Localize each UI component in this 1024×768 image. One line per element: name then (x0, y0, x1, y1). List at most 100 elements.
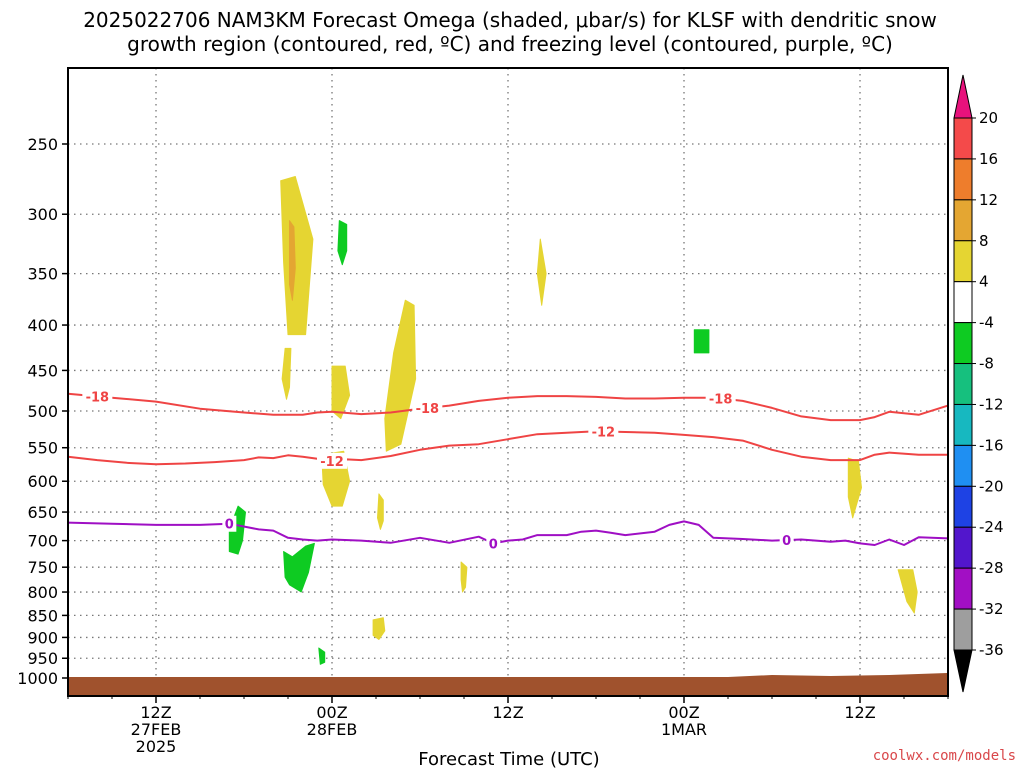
colorbar-label-4: 4 (979, 273, 989, 291)
y-tick-label-950: 950 (27, 649, 58, 668)
contour-label-bg--18-0 (82, 388, 113, 405)
omega-region-upper-yellow (280, 176, 314, 336)
ground-terrain-ridge (728, 673, 947, 680)
colorbar-label-2: 12 (979, 191, 998, 209)
contour-label-bg--18-1 (412, 399, 443, 416)
contour-label--12-1: -12 (592, 425, 616, 440)
contour-label-bg--12-0 (317, 452, 347, 469)
x-tick-label-2-0: 12Z (492, 703, 523, 722)
contour-line--12 (67, 430, 948, 466)
contour-line-0 (67, 520, 949, 546)
colorbar-bin-2 (953, 199, 973, 242)
omega-region-yellow-780 (460, 561, 468, 593)
colorbar-top-triangle (953, 74, 973, 119)
colorbar-bin-3 (953, 240, 973, 283)
omega-region-green-950 (318, 647, 326, 665)
omega-region-upper-orange (289, 220, 296, 301)
ground-layer (69, 673, 947, 695)
contour-line--18 (67, 392, 949, 422)
omega-region-upper-green (337, 220, 348, 266)
colorbar-label-0: 20 (979, 109, 998, 127)
y-tick-label-700: 700 (27, 532, 58, 551)
grid-layer (68, 68, 948, 696)
colorbar-bottom-triangle (953, 649, 973, 693)
colorbar-bin-7 (953, 403, 973, 446)
colorbar-bin-12 (953, 608, 973, 651)
y-tick-label-250: 250 (27, 135, 58, 154)
y-tick-label-600: 600 (27, 472, 58, 491)
ground-terrain (69, 677, 947, 695)
colorbar-bin-6 (953, 363, 973, 405)
colorbar-label-7: -12 (979, 395, 1004, 413)
colorbar-label-6: -8 (979, 355, 994, 373)
y-tick-label-800: 800 (27, 583, 58, 602)
y-axis: 250 300 350 400 450 500 550 600 650 700 750 800 850 9… (17, 135, 68, 688)
y-tick-label-400: 400 (27, 316, 58, 335)
y-tick-label-450: 450 (27, 361, 58, 380)
y-tick-label-500: 500 (27, 402, 58, 421)
colorbar-label-11: -28 (979, 559, 1004, 577)
colorbar-bin-10 (953, 526, 973, 569)
contour-label-bg-0-2 (779, 532, 794, 549)
contour-label-0-2: 0 (782, 534, 791, 549)
x-tick-label-0-1: 27FEB (131, 720, 182, 739)
x-tick-label-0-0: 12Z (140, 703, 171, 722)
y-tick-label-550: 550 (27, 439, 58, 458)
colorbar-label-10: -24 (979, 518, 1004, 536)
colorbar-bin-1 (953, 158, 973, 201)
omega-region-mid-yellow-small (331, 365, 351, 420)
x-tick-label-4-0: 12Z (844, 703, 875, 722)
x-tick-label-1-0: 00Z (316, 703, 347, 722)
omega-region-yellow-650 (377, 493, 384, 530)
colorbar-bin-5 (953, 322, 973, 365)
colorbar-bin-4 (953, 281, 973, 324)
colorbar-label-9: -20 (979, 477, 1004, 495)
contour-label-bg--12-1 (588, 423, 619, 440)
contour-label--18-2: -18 (709, 392, 733, 407)
omega-region-right-green (693, 329, 710, 354)
contour-label-bg-0-1 (486, 535, 501, 552)
x-tick-label-0-2: 2025 (136, 737, 177, 756)
y-tick-label-300: 300 (27, 205, 58, 224)
colorbar-bin-0 (953, 117, 973, 160)
credit-text: coolwx.com/models (873, 748, 1016, 764)
colorbar-label-13: -36 (979, 641, 1004, 659)
x-tick-label-3-0: 00Z (668, 703, 699, 722)
chart-title-line-1: 2025022706 NAM3KM Forecast Omega (shaded… (83, 8, 937, 32)
omega-region-upper-right-yellow (536, 238, 547, 306)
y-tick-label-900: 900 (27, 628, 58, 647)
contour-label--18-0: -18 (86, 390, 110, 405)
omega-region-yellow-800-right (897, 569, 918, 614)
x-axis-label: Forecast Time (UTC) (418, 749, 599, 768)
contour-label--12-0: -12 (320, 455, 344, 470)
omega-region-green-700-left (228, 505, 246, 555)
colorbar-label-12: -32 (979, 600, 1004, 618)
omega-region-left-yellow (281, 347, 292, 400)
y-tick-label-1000: 1000 (17, 669, 58, 688)
contour-label--18-1: -18 (416, 402, 440, 417)
colorbar-bin-8 (953, 444, 973, 487)
contour-label-bg-0-0 (222, 515, 237, 532)
omega-region-yellow-880 (372, 617, 386, 640)
colorbar-bin-9 (953, 485, 973, 528)
y-tick-label-350: 350 (27, 265, 58, 284)
colorbar-label-8: -16 (979, 436, 1004, 454)
colorbar-bin-11 (953, 567, 973, 610)
colorbar-label-3: 8 (979, 232, 989, 250)
y-tick-label-650: 650 (27, 503, 58, 522)
x-tick-label-1-1: 28FEB (307, 720, 358, 739)
chart-title-line-2: growth region (contoured, red, ºC) and f… (127, 32, 893, 56)
contour-label-0-0: 0 (225, 518, 234, 533)
contour-label-bg--18-2 (705, 390, 736, 407)
omega-shading-layer (228, 176, 918, 665)
contour-layer: -18 -18 -18 -12 -12 0 0 0 (67, 388, 949, 552)
y-tick-label-850: 850 (27, 606, 58, 625)
colorbar: 20 16 12 8 4 -4 -8 -12 -16 -20 -24 -28 -32 -36 (953, 74, 1004, 693)
x-tick-label-3-1: 1MAR (661, 720, 707, 739)
omega-region-green-750 (283, 542, 315, 593)
colorbar-label-5: -4 (979, 314, 994, 332)
y-tick-label-750: 750 (27, 558, 58, 577)
omega-region-tall-yellow (384, 299, 417, 452)
